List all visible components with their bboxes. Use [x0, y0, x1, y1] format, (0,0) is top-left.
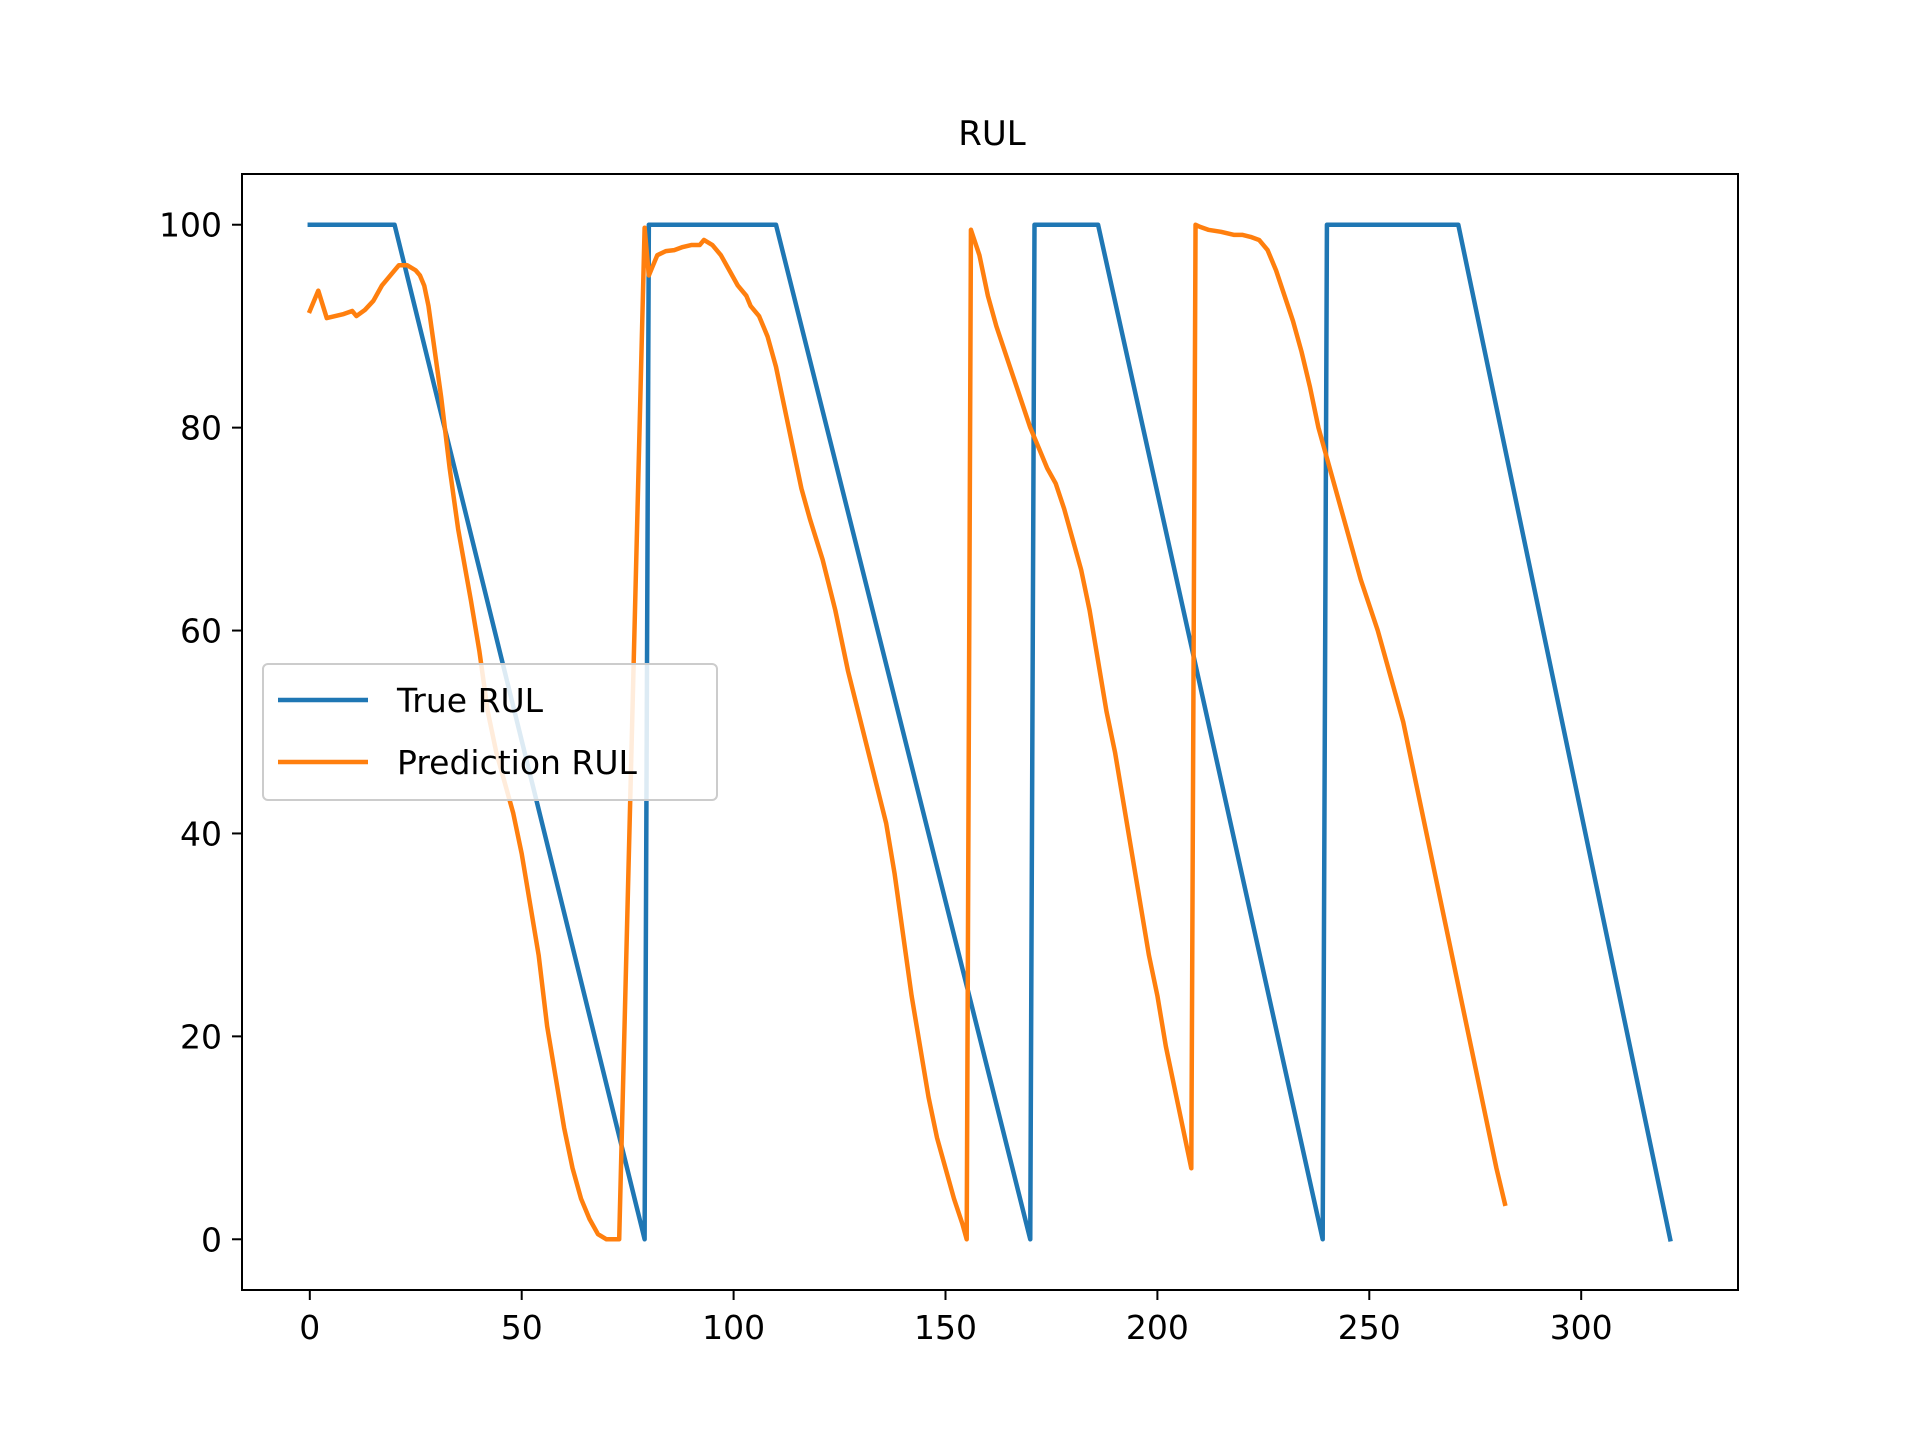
legend: True RUL Prediction RUL — [262, 663, 718, 801]
y-tick-label: 20 — [180, 1017, 222, 1056]
y-tick-label: 40 — [180, 814, 222, 853]
chart-title: RUL — [958, 114, 1026, 154]
y-tick-label: 80 — [180, 409, 222, 448]
series-line-1 — [307, 222, 1673, 1242]
x-tick-label: 0 — [299, 1308, 320, 1347]
x-tick-label: 200 — [1126, 1308, 1189, 1347]
x-tick-label: 300 — [1550, 1308, 1613, 1347]
x-tick-label: 100 — [702, 1308, 765, 1347]
legend-label-2: Prediction RUL — [397, 743, 638, 782]
plot-frame — [241, 173, 1739, 1291]
y-tick-label: 60 — [180, 612, 222, 651]
x-tick-label: 50 — [501, 1308, 543, 1347]
x-tick-label: 250 — [1338, 1308, 1401, 1347]
legend-label-1: True RUL — [396, 681, 544, 720]
x-tick-label: 150 — [914, 1308, 977, 1347]
y-tick-label: 100 — [159, 206, 222, 245]
y-tick-label: 0 — [201, 1220, 222, 1259]
legend-box — [262, 663, 718, 801]
axes-layer: 0 50 100 150 200 250 300 0 20 40 60 80 100 — [159, 173, 1739, 1347]
